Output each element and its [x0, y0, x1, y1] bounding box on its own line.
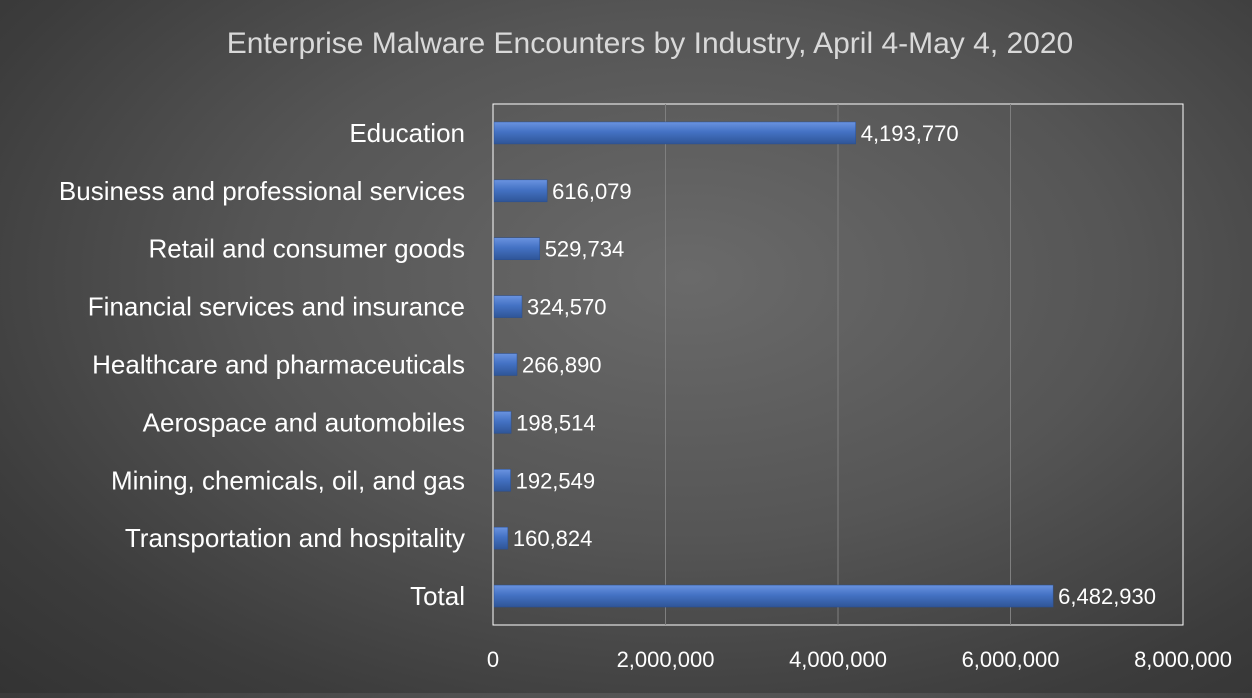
bar [493, 469, 511, 492]
data-label: 6,482,930 [1058, 584, 1156, 609]
bar [493, 121, 856, 145]
data-label: 529,734 [545, 237, 625, 262]
category-label: Education [349, 118, 465, 148]
data-label: 616,079 [552, 179, 632, 204]
data-label: 266,890 [522, 353, 602, 378]
category-label: Retail and consumer goods [148, 234, 465, 264]
x-tick-label: 0 [487, 647, 499, 672]
bar [493, 179, 548, 203]
x-tick-label: 8,000,000 [1134, 647, 1232, 672]
category-label: Financial services and insurance [88, 292, 465, 322]
chart-title: Enterprise Malware Encounters by Industr… [227, 27, 1074, 60]
category-label: Aerospace and automobiles [143, 407, 465, 437]
bar [493, 411, 512, 434]
x-tick-label: 2,000,000 [617, 647, 715, 672]
bar [493, 353, 518, 376]
category-label: Transportation and hospitality [125, 523, 465, 553]
bar [493, 584, 1054, 608]
data-label: 4,193,770 [861, 121, 959, 146]
bar [493, 295, 523, 318]
data-labels: 4,193,770 616,079 529,734 324,570 266,890 198… [513, 121, 1156, 609]
category-label: Mining, chemicals, oil, and gas [111, 465, 465, 495]
bar [493, 526, 509, 550]
data-label: 192,549 [516, 468, 596, 493]
x-tick-label: 6,000,000 [962, 647, 1060, 672]
category-label: Business and professional services [59, 176, 465, 206]
x-tick-label: 4,000,000 [789, 647, 887, 672]
bar [493, 237, 540, 260]
category-label: Healthcare and pharmaceuticals [92, 350, 465, 380]
data-label: 160,824 [513, 526, 593, 551]
bars [493, 121, 1054, 608]
data-label: 324,570 [527, 295, 607, 320]
category-labels: Education Business and professional servi… [59, 118, 465, 611]
gridlines [665, 104, 1011, 625]
category-label: Total [410, 581, 465, 611]
x-axis-tick-labels: 0 2,000,000 4,000,000 6,000,000 8,000,000 [487, 647, 1232, 672]
data-label: 198,514 [516, 410, 596, 435]
